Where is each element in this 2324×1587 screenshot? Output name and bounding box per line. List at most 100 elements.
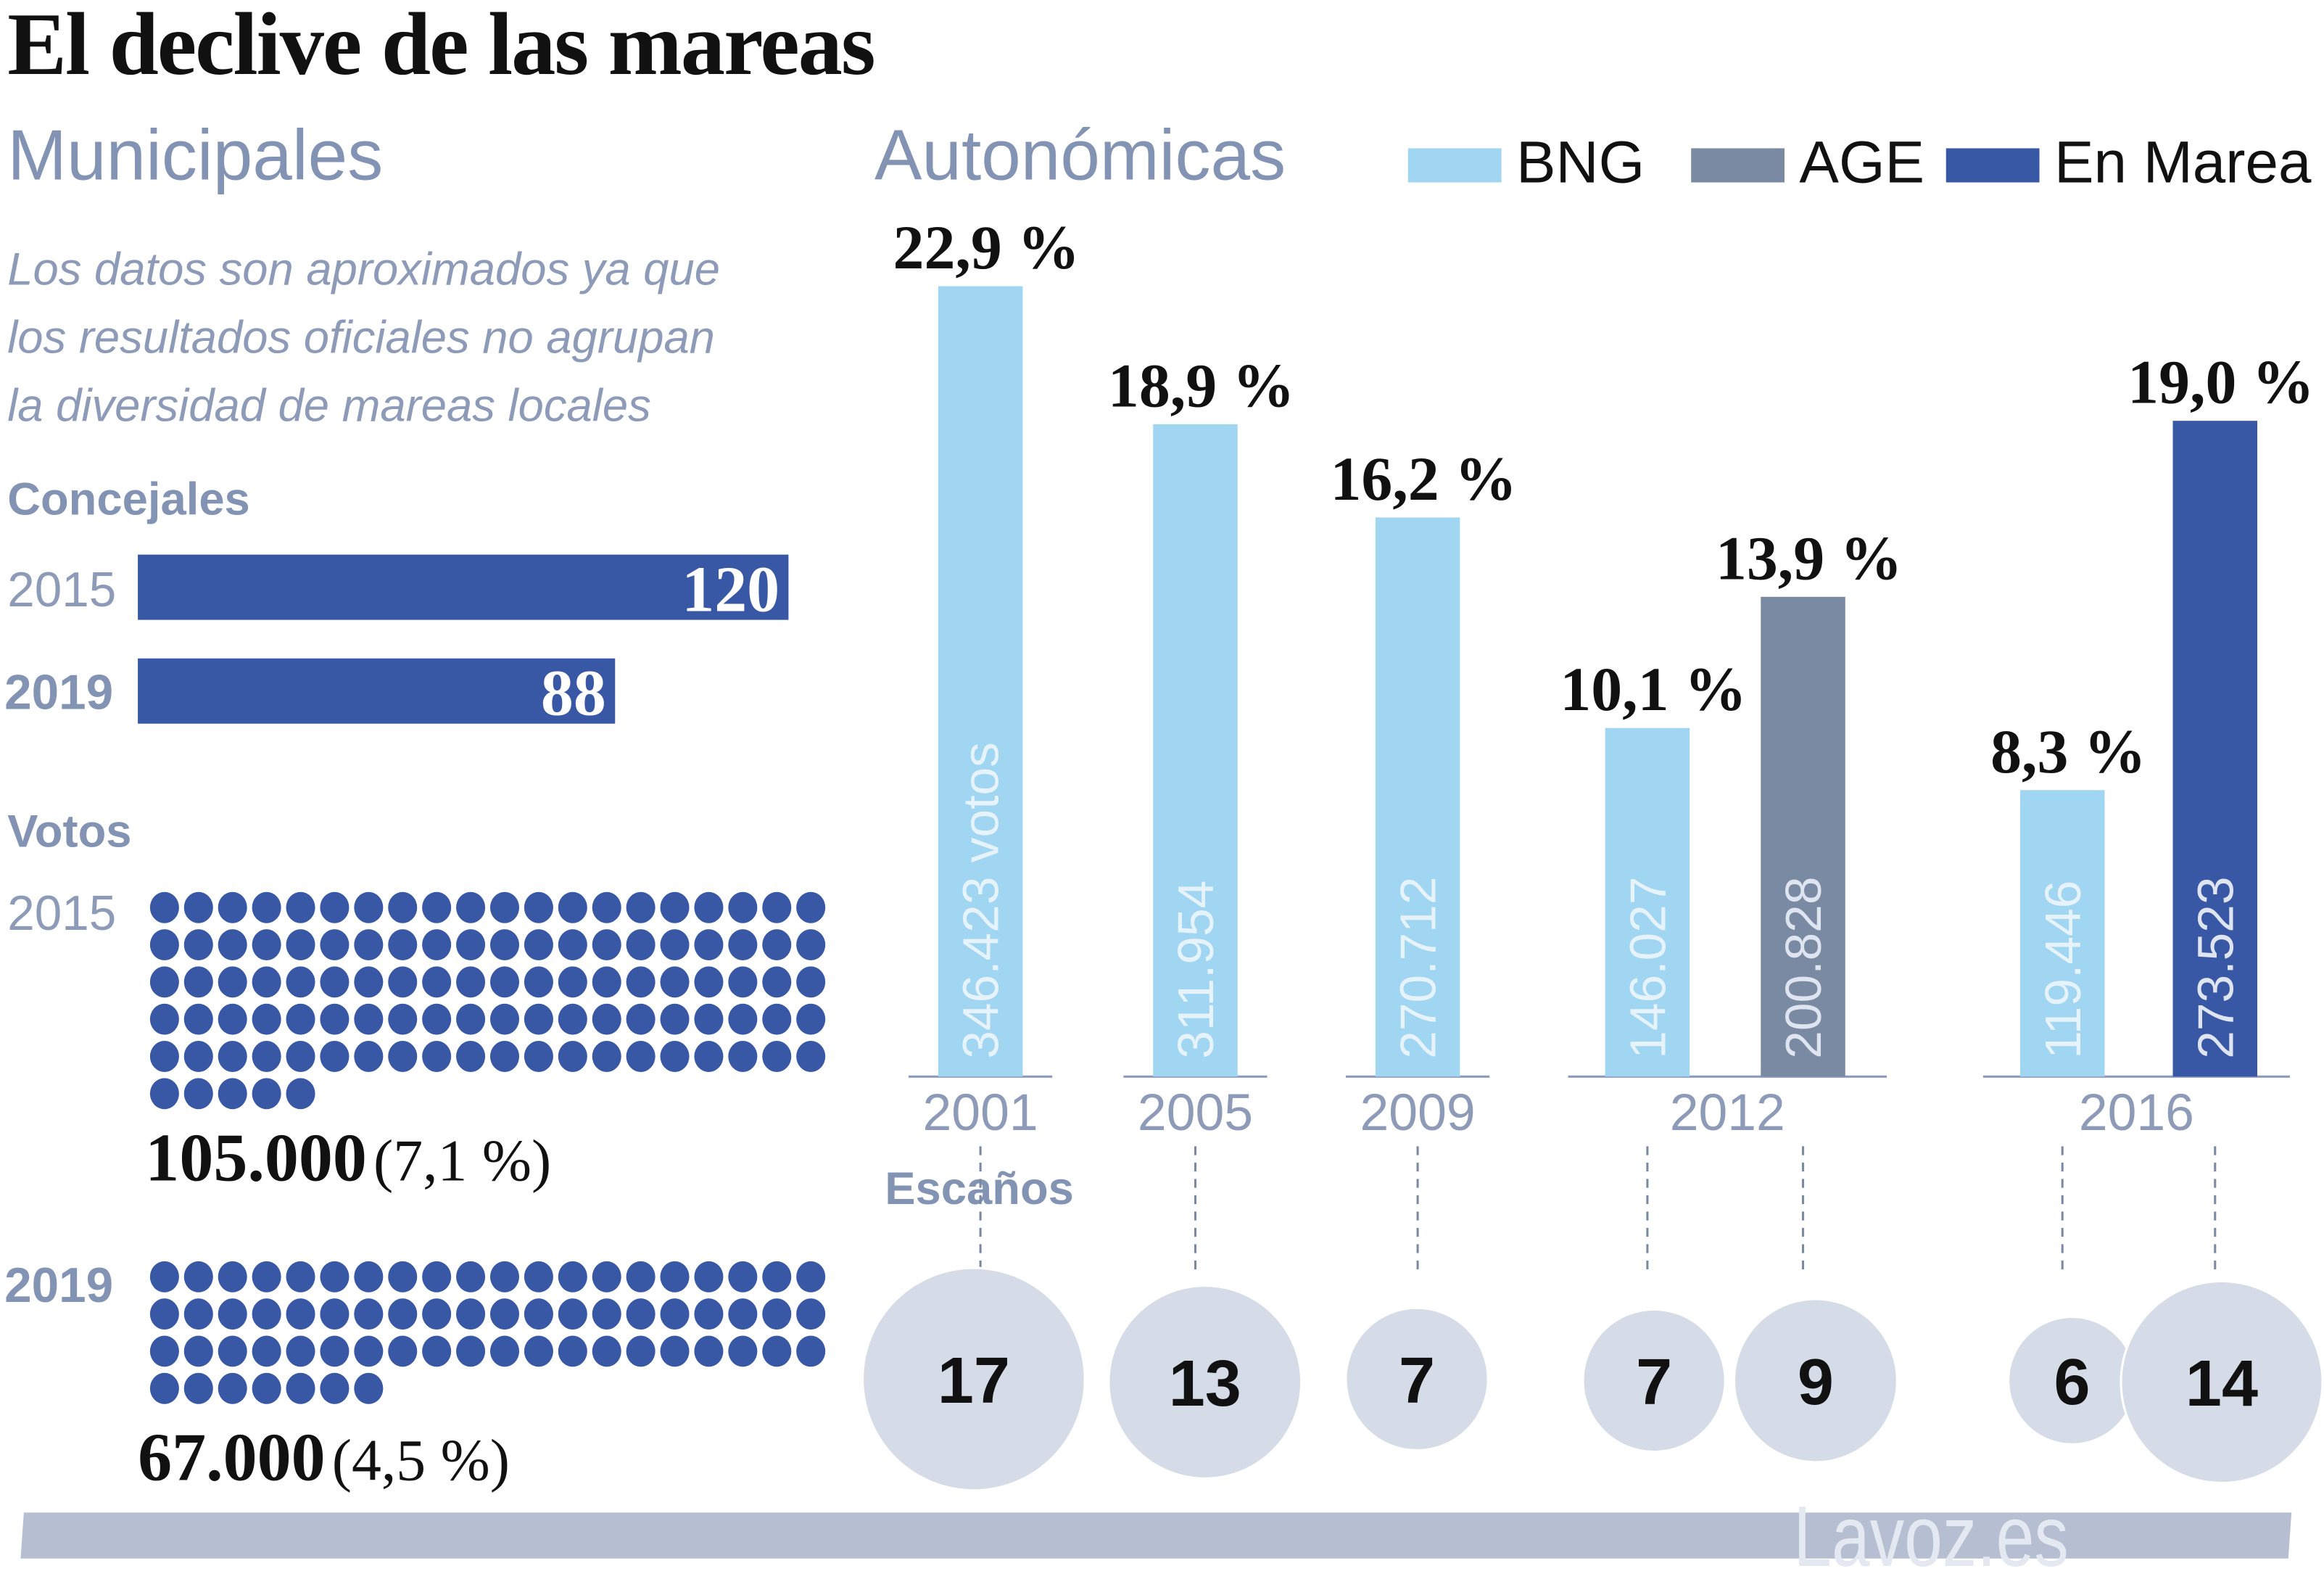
vote-dot (558, 1335, 587, 1367)
vote-dot (592, 966, 621, 998)
year-tick-label: 2005 (1138, 1084, 1253, 1142)
vote-dot (218, 1335, 247, 1367)
vote-dot (626, 966, 656, 998)
votes-dot-grid (149, 891, 826, 1404)
vote-dot (728, 966, 758, 998)
seats-circle (861, 1266, 1086, 1492)
vote-dot (320, 1041, 350, 1072)
vote-dot (286, 1372, 315, 1404)
votos-year-2015: 2015 (7, 885, 117, 941)
year-tick-label: 2001 (923, 1084, 1038, 1142)
vote-dot (660, 1335, 690, 1367)
vote-dot (592, 1041, 621, 1072)
vote-dot (592, 1261, 621, 1293)
vote-dot (422, 891, 452, 923)
vote-dot (626, 891, 656, 923)
votes-label: 346.423 votos (953, 742, 1009, 1059)
vote-dot (796, 1041, 826, 1072)
vote-dot (286, 1078, 315, 1110)
vote-dot (728, 1003, 758, 1035)
vote-dot (762, 891, 792, 923)
seats-label: 17 (938, 1345, 1010, 1417)
vote-dot (422, 966, 452, 998)
vote-dot (252, 1078, 281, 1110)
vote-dot (286, 1298, 315, 1330)
concejales-bar-2019: 88 (138, 657, 616, 730)
vote-dot (728, 891, 758, 923)
vote-dot (149, 1335, 179, 1367)
vote-dot (694, 1335, 724, 1367)
vote-dot (489, 966, 520, 998)
vote-dot (796, 891, 826, 923)
percent-label: 22,9 % (893, 213, 1080, 282)
vote-dot (388, 1261, 418, 1293)
vote-dot (558, 891, 587, 923)
bar-bng-2016 (2019, 790, 2105, 1077)
vote-dot (252, 1003, 281, 1035)
vote-dot (660, 891, 690, 923)
percent-label: 13,9 % (1716, 523, 1902, 593)
vote-dot (558, 1261, 587, 1293)
vote-dot (320, 966, 350, 998)
vote-dot (558, 1003, 587, 1035)
vote-dot (320, 929, 350, 961)
vote-dot (489, 1261, 520, 1293)
vote-dot (728, 1335, 758, 1367)
vote-dot (489, 1003, 520, 1035)
vote-dot (524, 929, 553, 961)
vote-dot (796, 1003, 826, 1035)
vote-dot (456, 966, 486, 998)
vote-dot (456, 891, 486, 923)
bar-bng-2009 (1375, 517, 1460, 1077)
vote-dot (558, 929, 587, 961)
vote-dot (456, 1261, 486, 1293)
vote-dot (149, 1372, 179, 1404)
votes-pct: (7,1 %) (373, 1126, 552, 1194)
bar-bng-2001 (938, 286, 1023, 1077)
vote-dot (252, 1372, 281, 1404)
vote-dot (762, 1003, 792, 1035)
legend-label-en-marea: En Marea (2054, 130, 2312, 196)
vote-dot (354, 1003, 384, 1035)
vote-dot (183, 1003, 213, 1035)
vote-dot (456, 1335, 486, 1367)
votes-label: 119.446 (2035, 881, 2091, 1059)
votes-total: 67.000 (138, 1419, 326, 1495)
concejales-bar-2015: 120 (138, 553, 789, 626)
autonomicas-bar-chart: 2001 2005 2009 2012 2016 22,9 % 346.423 votos 1… (861, 213, 2324, 1492)
vote-dot (183, 1261, 213, 1293)
vote-dot (149, 891, 179, 923)
vote-dot (183, 1078, 213, 1110)
vote-dot (592, 929, 621, 961)
vote-dot (694, 1041, 724, 1072)
vote-dot (762, 1261, 792, 1293)
vote-dot (183, 966, 213, 998)
votos-year-2019: 2019 (4, 1257, 114, 1313)
vote-dot (252, 1298, 281, 1330)
vote-dot (320, 1372, 350, 1404)
vote-dot (626, 1261, 656, 1293)
vote-dot (626, 1298, 656, 1330)
vote-dot (149, 1041, 179, 1072)
vote-dot (796, 929, 826, 961)
year-tick-label: 2016 (2079, 1084, 2194, 1142)
vote-dot (762, 966, 792, 998)
vote-dot (388, 966, 418, 998)
seats-circle (2120, 1279, 2324, 1485)
vote-dot (762, 1335, 792, 1367)
concejales-label: Concejales (7, 473, 250, 525)
vote-dot (218, 1041, 247, 1072)
vote-dot (728, 929, 758, 961)
vote-dot (183, 1372, 213, 1404)
percent-label: 10,1 % (1560, 654, 1747, 724)
vote-dot (354, 1372, 384, 1404)
vote-dot (456, 1003, 486, 1035)
percent-label: 16,2 % (1331, 444, 1517, 514)
concejales-year-2015: 2015 (7, 561, 117, 617)
vote-dot (489, 1335, 520, 1367)
vote-dot (218, 891, 247, 923)
vote-dot (252, 966, 281, 998)
vote-dot (218, 1298, 247, 1330)
vote-dot (660, 1003, 690, 1035)
vote-dot (762, 1298, 792, 1330)
